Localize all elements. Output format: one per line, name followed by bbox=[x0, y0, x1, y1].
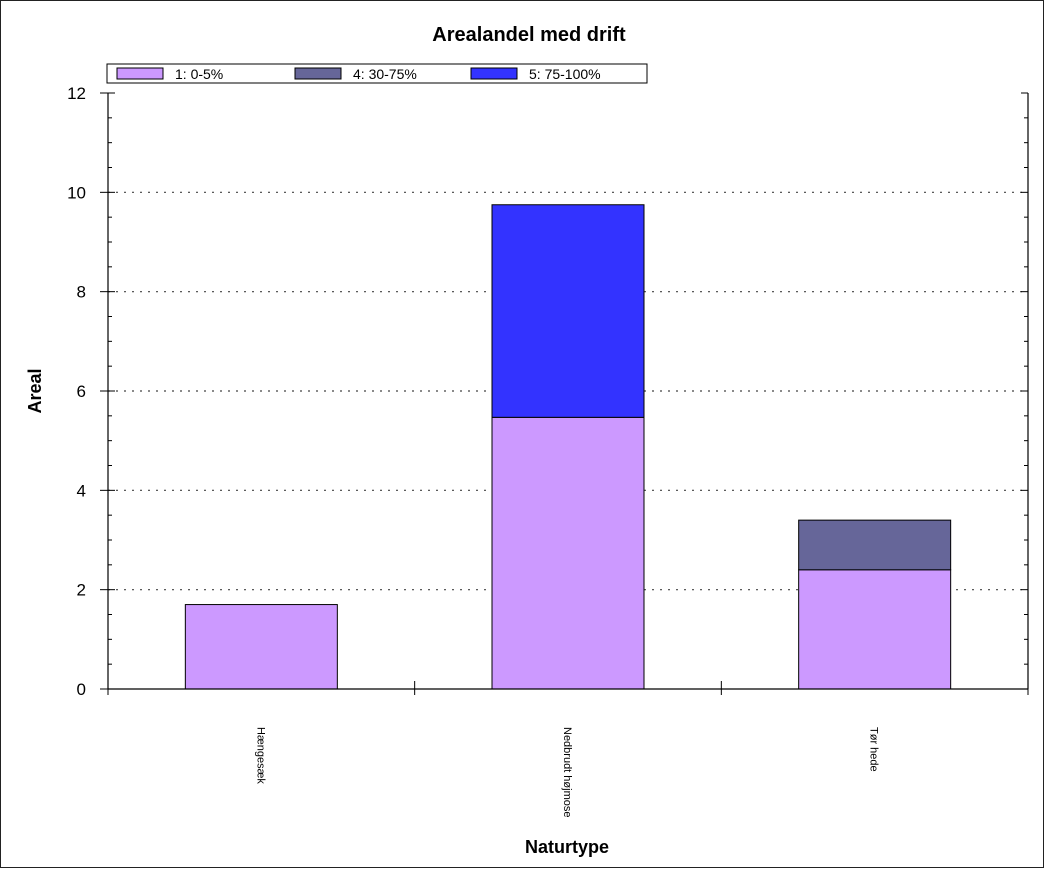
y-axis-title: Areal bbox=[25, 368, 45, 413]
y-tick-label: 2 bbox=[77, 581, 86, 600]
gridlines bbox=[108, 191, 1028, 591]
legend-label: 1: 0-5% bbox=[175, 66, 223, 82]
legend: 1: 0-5% 4: 30-75% 5: 75-100% bbox=[106, 63, 648, 84]
chart-title: Arealandel med drift bbox=[432, 24, 626, 46]
bars bbox=[184, 204, 952, 690]
y-tick-label: 10 bbox=[67, 183, 86, 202]
x-category-label: Nedbrudt højmose bbox=[561, 727, 573, 818]
bar-segment bbox=[184, 604, 338, 690]
bar-segment bbox=[491, 204, 645, 418]
x-axis-ticks: Hængesæk Nedbrudt højmose Tør hede bbox=[254, 727, 879, 818]
legend-swatch bbox=[116, 67, 164, 80]
legend-swatch bbox=[294, 67, 342, 80]
x-axis-title: Naturtype bbox=[525, 837, 609, 857]
y-tick-label: 8 bbox=[77, 283, 86, 302]
y-tick-label: 6 bbox=[77, 382, 86, 401]
y-axis-ticks: 0 2 4 6 8 10 12 bbox=[67, 84, 86, 699]
y-tick-label: 0 bbox=[77, 680, 86, 699]
y-tick-label: 4 bbox=[77, 481, 86, 500]
bar-segment bbox=[491, 416, 645, 690]
legend-label: 4: 30-75% bbox=[353, 66, 417, 82]
x-category-label: Hængesæk bbox=[254, 727, 266, 784]
x-category-label: Tør hede bbox=[868, 727, 880, 772]
legend-label: 5: 75-100% bbox=[529, 66, 601, 82]
bar-segment bbox=[798, 519, 952, 571]
y-tick-label: 12 bbox=[67, 84, 86, 103]
legend-swatch bbox=[470, 67, 518, 80]
bar-segment bbox=[798, 569, 952, 690]
axes bbox=[100, 92, 1029, 695]
